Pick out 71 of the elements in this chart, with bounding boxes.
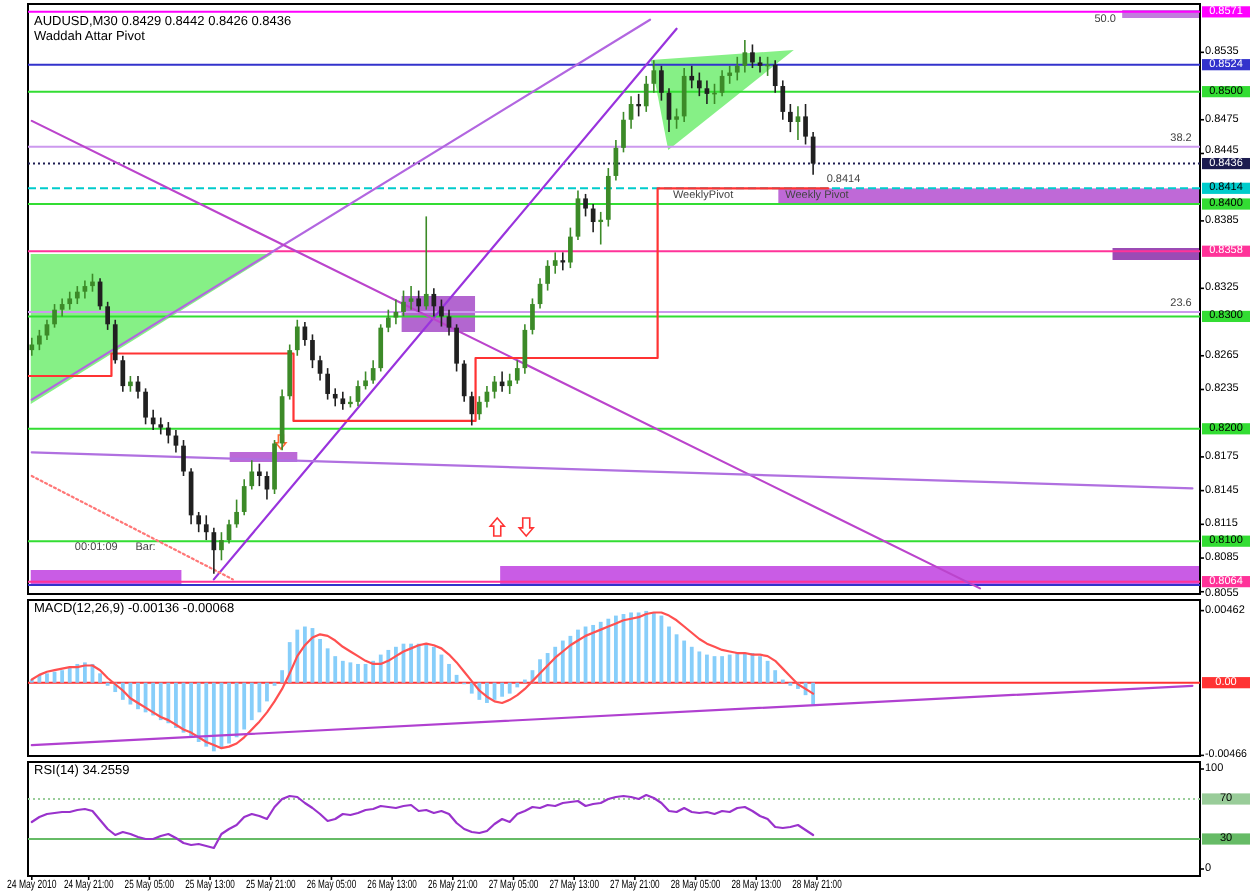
candlestick: [530, 297, 535, 336]
candlestick: [674, 107, 679, 130]
candlestick: [385, 308, 391, 333]
candlestick: [44, 318, 50, 341]
candlestick: [416, 289, 422, 313]
candlestick: [598, 211, 604, 246]
candlestick: [310, 333, 315, 369]
candlestick: [219, 531, 224, 562]
candlestick: [704, 79, 710, 105]
candlestick: [514, 359, 520, 385]
candlestick: [757, 56, 763, 74]
candlestick: [423, 215, 429, 311]
candlestick: [120, 354, 126, 393]
candlestick: [196, 511, 202, 533]
candlestick: [241, 478, 247, 517]
candlestick: [37, 329, 42, 351]
candlestick: [325, 367, 330, 401]
candlestick: [112, 318, 118, 365]
candlestick: [492, 375, 497, 400]
candlestick: [393, 298, 399, 326]
candlestick: [803, 103, 808, 146]
candlestick: [477, 395, 482, 421]
candlestick: [772, 59, 778, 94]
candlestick: [378, 323, 384, 373]
candlestick: [605, 167, 611, 228]
candlestick: [143, 387, 148, 426]
candlestick: [150, 408, 156, 431]
candlestick: [461, 359, 467, 403]
candlestick: [636, 93, 642, 118]
candlestick: [52, 303, 57, 329]
candlestick: [643, 75, 649, 113]
candlestick: [621, 111, 626, 154]
candlestick: [234, 498, 239, 529]
candlestick: [788, 103, 793, 133]
candlestick: [181, 439, 186, 477]
candlestick: [401, 289, 406, 318]
candlestick: [750, 43, 755, 69]
candlestick: [257, 462, 262, 487]
candlestick: [287, 343, 293, 401]
candlestick: [165, 421, 171, 445]
candlestick: [249, 459, 255, 491]
candlestick: [552, 251, 558, 275]
candlestick: [29, 336, 35, 357]
candlestick: [203, 514, 209, 541]
candlestick: [211, 526, 217, 575]
candlestick: [105, 301, 110, 331]
candlestick: [689, 65, 695, 90]
candlestick: [408, 285, 414, 311]
candlestick: [681, 67, 687, 123]
candlestick: [545, 259, 550, 292]
candlestick: [332, 387, 338, 408]
candlestick: [370, 359, 376, 385]
candlestick: [795, 105, 801, 141]
candlestick: [696, 71, 702, 97]
candlestick: [560, 251, 566, 272]
candlestick: [272, 439, 277, 495]
candlestick: [294, 318, 300, 357]
candlestick: [439, 298, 444, 328]
candlestick: [780, 79, 786, 121]
candlestick: [469, 390, 475, 427]
line-series: [30, 793, 815, 850]
candlestick: [734, 56, 740, 82]
candlestick: [454, 323, 459, 373]
candlestick: [583, 193, 588, 218]
candlestick: [431, 287, 437, 318]
candlestick: [651, 59, 657, 94]
candlestick: [568, 226, 573, 269]
line-series: [30, 611, 815, 750]
candlestick: [659, 65, 664, 102]
candlestick: [446, 308, 452, 337]
candlestick: [507, 372, 513, 395]
